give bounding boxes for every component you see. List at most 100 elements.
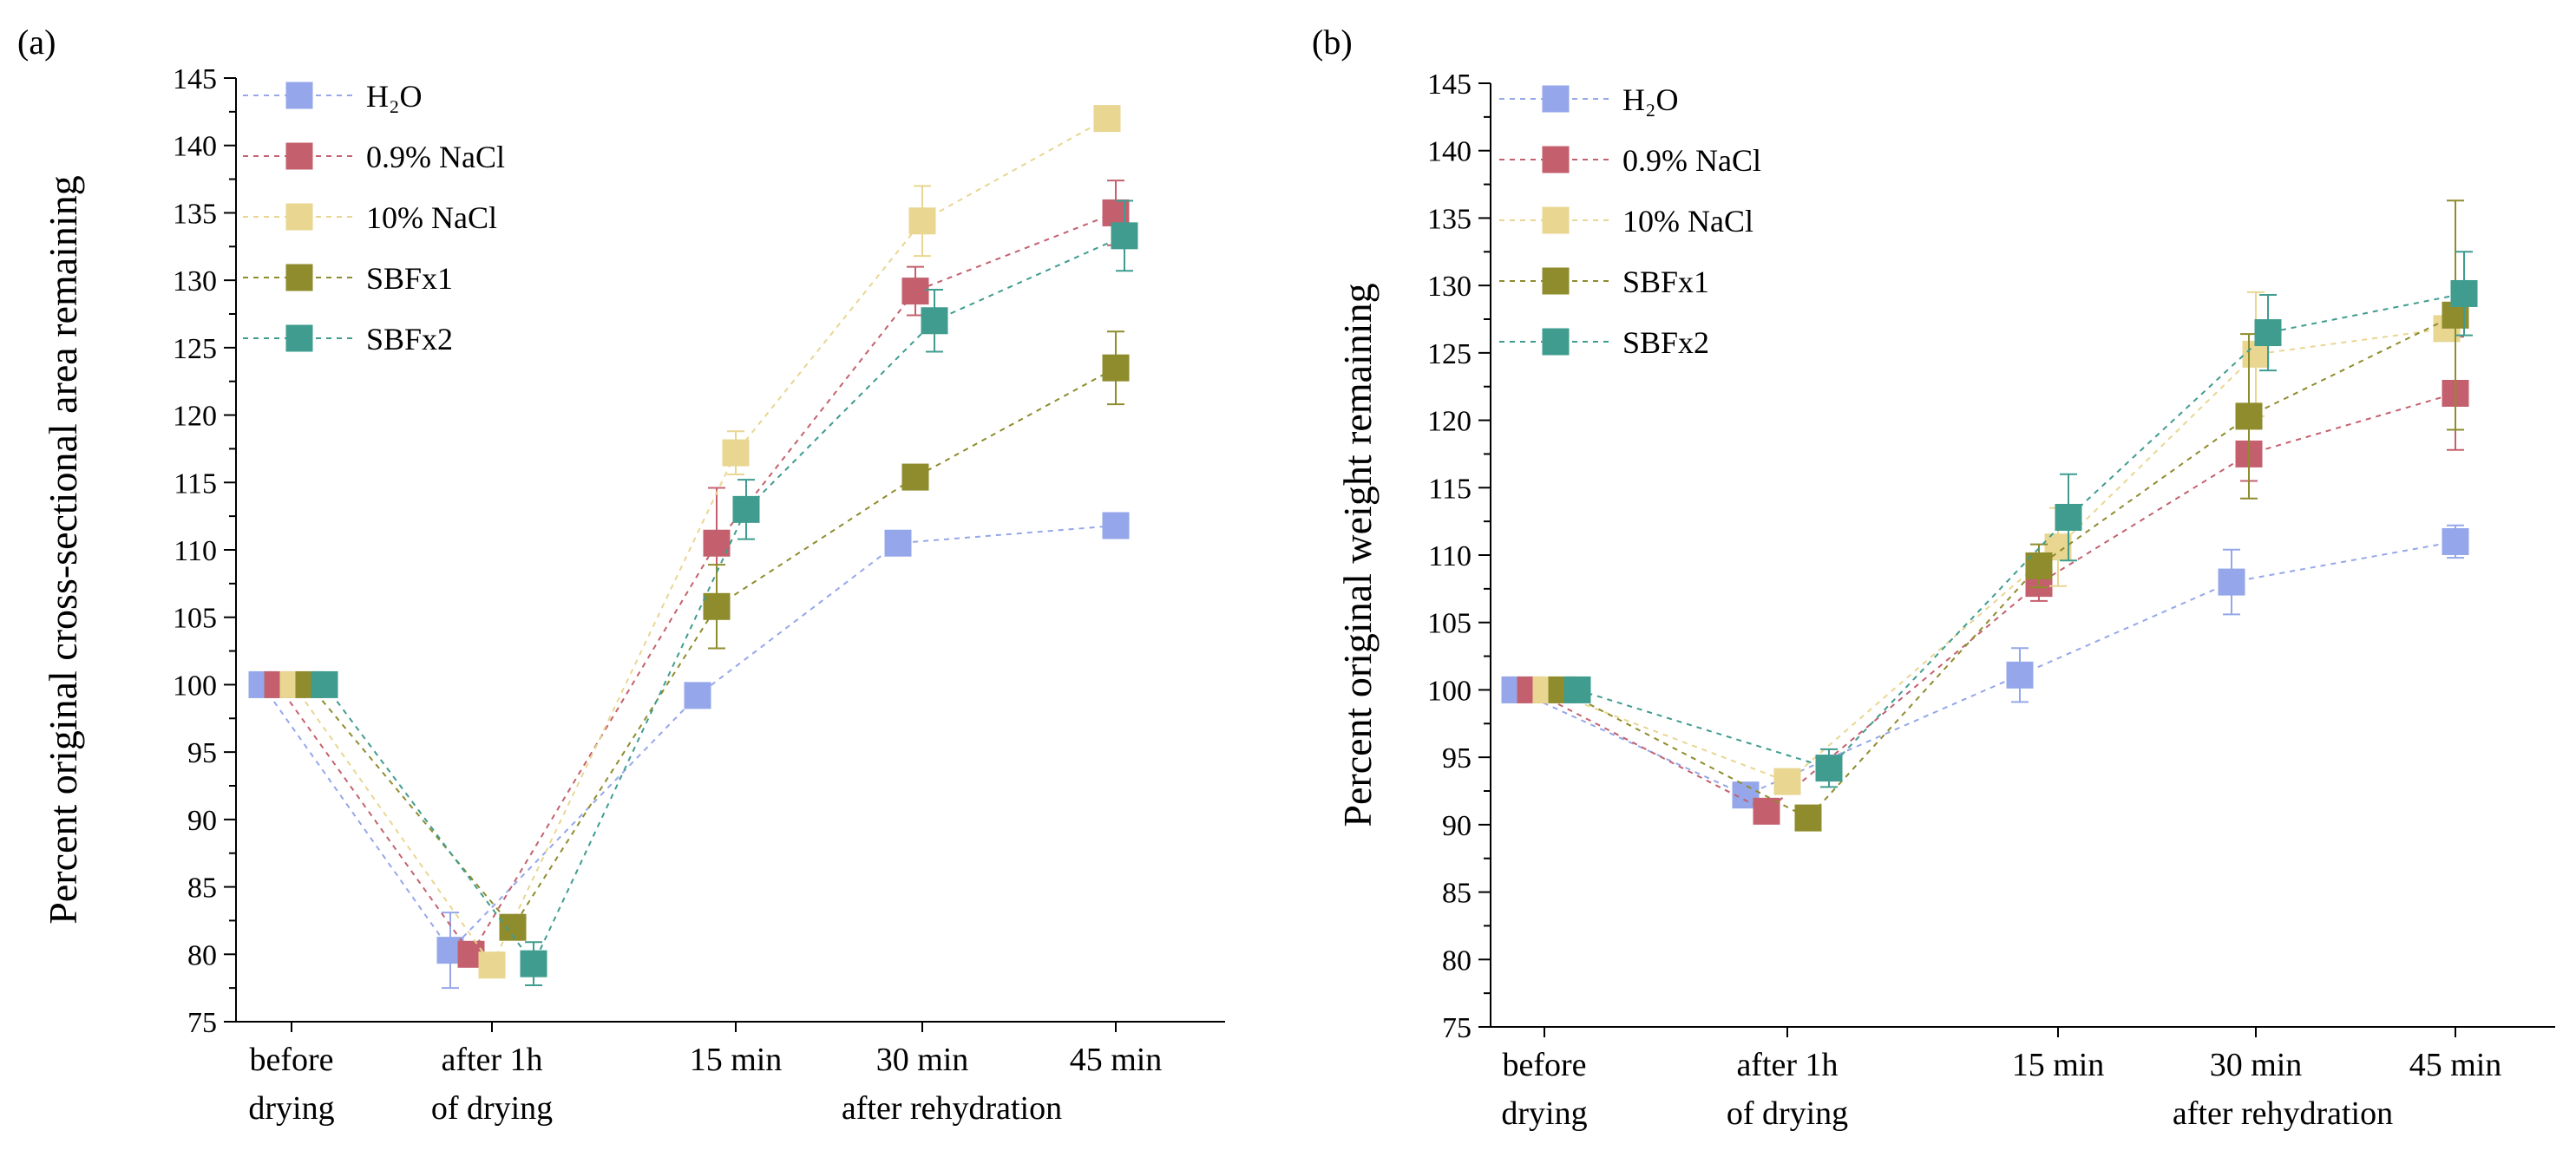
y-tick-label: 95 [1442,742,1472,775]
legend-label: 10% NaCl [366,200,497,235]
data-point [722,439,750,467]
x-category-label: 30 min [2210,1047,2303,1083]
panel-letter: (a) [17,23,56,62]
y-tick-label: 95 [187,737,217,769]
x-category-label: 15 min [690,1042,783,1078]
panel-b: (b) Percent original weight remaining 75 80… [1312,23,2555,1132]
series-line [324,234,1125,966]
y-tick-label: 115 [174,467,217,500]
y-tick-label: 80 [187,939,217,971]
legend-marker [1542,267,1570,295]
x-category-label-line2: drying [1501,1095,1587,1132]
y-tick-label: 130 [173,265,217,297]
y-tick-label: 125 [1427,338,1472,370]
data-point [1753,797,1780,825]
data-point [1563,676,1591,703]
y-tick-label: 105 [173,603,217,635]
y-tick-label: 85 [1442,878,1472,910]
x-category-label: after 1h [1736,1047,1838,1083]
data-point [1794,804,1822,832]
y-axis-label: Percent original cross-sectional area re… [41,175,85,924]
legend-label: H₂O [1622,82,1679,117]
panel-letter: (b) [1312,23,1353,62]
y-tick-label: 145 [1427,69,1472,101]
y-tick-label: 90 [1442,810,1472,842]
y-tick-label: 90 [187,805,217,837]
legend-label: SBFx2 [1622,325,1709,360]
y-tick-label: 120 [1427,406,1472,438]
x-category-label: 45 min [1070,1042,1163,1078]
series-line [1576,292,2465,769]
panel-a: (a) Percent original cross-sectional area… [17,23,1225,1127]
legend-marker [1542,85,1570,113]
data-point [901,463,929,491]
x-category-label-line2: of drying [431,1090,553,1127]
legend-marker [1542,206,1570,234]
y-tick-label: 105 [1427,608,1472,640]
y-tick-label: 140 [1427,136,1472,168]
series-line [292,117,1108,967]
data-point [1102,512,1130,539]
x-group-label: after rehydration [842,1090,1062,1127]
series-line [1514,540,2456,796]
y-tick-label: 120 [173,401,217,433]
legend-label: 0.9% NaCl [366,140,505,174]
y-tick-label: 135 [1427,203,1472,235]
y-tick-label: 100 [1427,675,1472,707]
x-category-label-line2: of drying [1727,1095,1848,1132]
data-point [732,495,760,523]
data-point [520,950,547,977]
legend-label: 0.9% NaCl [1622,143,1761,178]
data-point [2442,527,2469,555]
legend-marker [285,82,313,109]
data-point [1815,755,1843,782]
data-point [1093,105,1121,133]
y-tick-label: 85 [187,873,217,905]
y-axis-label: Percent original weight remaining [1335,283,1380,827]
legend-label: 10% NaCl [1622,204,1753,239]
data-point [901,278,929,305]
data-point [2218,568,2245,596]
legend-marker [285,142,313,170]
y-tick-label: 135 [173,198,217,230]
y-tick-label: 110 [1428,540,1472,572]
y-tick-label: 100 [173,670,217,702]
data-point [921,307,948,335]
x-category-label: before [1502,1047,1586,1083]
data-point [884,529,912,557]
legend-marker [285,203,313,231]
legend-marker [1542,146,1570,173]
series-line [261,525,1117,952]
data-point [703,592,731,620]
y-tick-label: 115 [1428,473,1472,505]
series-line [1545,327,2448,783]
legend-marker [1542,328,1570,356]
series-line [277,212,1117,957]
x-category-label: 15 min [2012,1047,2105,1083]
y-tick-label: 110 [174,535,217,567]
data-point [1111,222,1138,250]
x-category-label: 30 min [876,1042,969,1078]
data-point [311,670,338,698]
x-group-label: after rehydration [2173,1095,2393,1132]
data-point [908,207,936,235]
legend-label: SBFx1 [366,261,453,296]
legend-label: H₂O [366,79,423,114]
data-point [2055,503,2082,531]
y-tick-label: 75 [187,1007,217,1039]
y-tick-label: 130 [1427,271,1472,303]
data-point [478,951,506,979]
data-point [1773,768,1801,795]
data-point [2006,661,2034,689]
x-category-label: 45 min [2409,1047,2502,1083]
data-point [1102,354,1130,382]
data-point [2235,402,2263,430]
series-line [1530,392,2456,813]
x-category-label-line2: drying [248,1090,334,1127]
data-point [2254,319,2282,347]
data-point [684,682,711,709]
x-category-label: before [249,1042,333,1078]
x-category-label: after 1h [441,1042,542,1078]
y-tick-label: 75 [1442,1012,1472,1044]
